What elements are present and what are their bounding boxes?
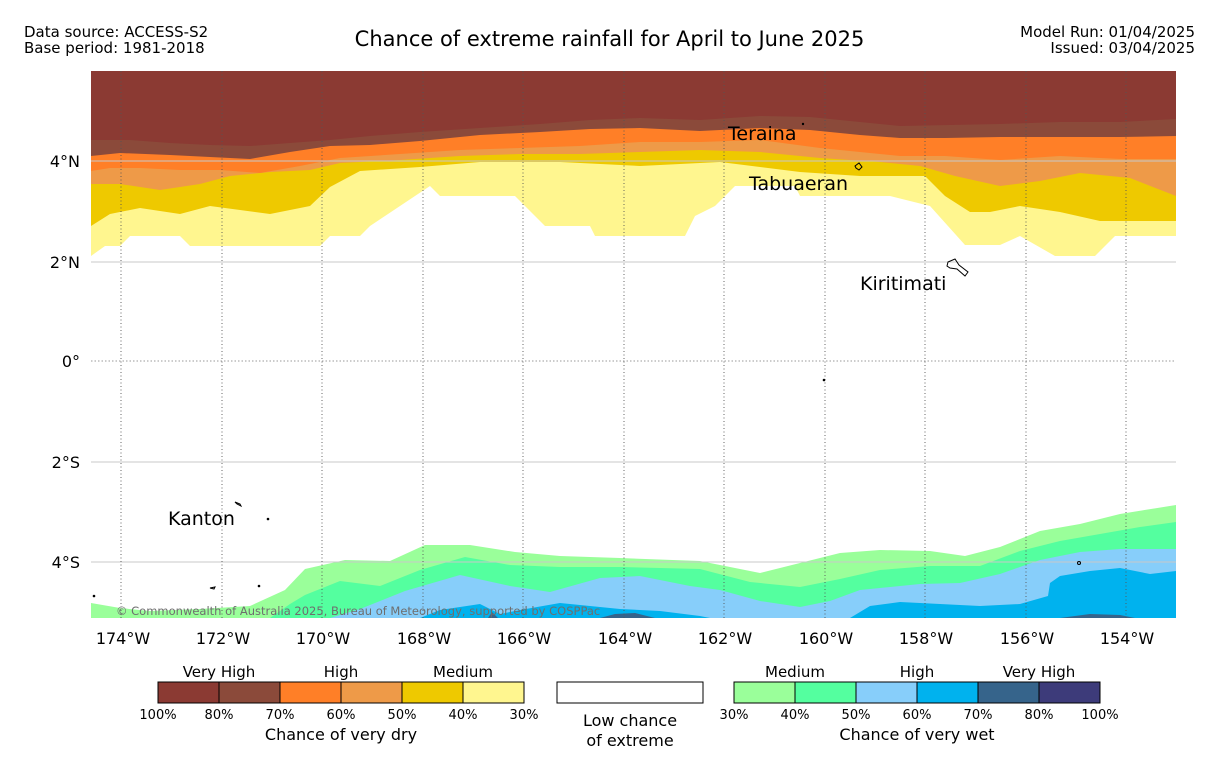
legend-dry: Very High High Medium 100% 80% 70% 60% 50% 40…: [139, 663, 538, 744]
lon-label-166w: 166°W: [497, 629, 552, 648]
lat-axis-labels: 4°N 2°N 0° 2°S 4°S: [50, 152, 80, 572]
island-tabuaeran: [854, 162, 863, 171]
data-source-text: Data source: ACCESS-S2: [24, 23, 209, 41]
wet-band-60: [91, 568, 1176, 618]
lat-label-2n: 2°N: [50, 253, 80, 272]
legend-dry-tick-label: 80%: [205, 708, 234, 723]
lon-label-162w: 162°W: [698, 629, 753, 648]
lon-label-156w: 156°W: [1000, 629, 1055, 648]
legend-dry-swatch: [279, 681, 342, 704]
legend-wet-tick-label: 80%: [1025, 708, 1054, 723]
legend-dry-group-high: High: [324, 663, 358, 681]
lat-label-2s: 2°S: [52, 453, 80, 472]
legend-dry-group-very-high: Very High: [183, 663, 256, 681]
lon-label-174w: 174°W: [96, 629, 151, 648]
lat-label-0: 0°: [62, 352, 80, 371]
map-area: [91, 71, 1176, 618]
wet-band-50: [91, 549, 1176, 618]
legend-wet-swatch: [855, 681, 918, 704]
legend-wet-swatch: [916, 681, 979, 704]
lon-label-168w: 168°W: [397, 629, 452, 648]
legend-wet-tick-label: 60%: [903, 708, 932, 723]
header-left: Data source: ACCESS-S2 Base period: 1981…: [24, 24, 208, 56]
legend-wet-swatch: [1038, 681, 1101, 704]
legend-dry-tick-label: 30%: [510, 708, 539, 723]
issued-text: Issued: 03/04/2025: [1050, 39, 1195, 57]
lon-label-160w: 160°W: [799, 629, 854, 648]
place-label-tabuaeran: Tabuaeran: [748, 173, 848, 195]
legend-dry-swatch: [218, 681, 281, 704]
legend-wet-group-high: High: [900, 663, 934, 681]
legend-wet-tick-label: 40%: [781, 708, 810, 723]
header-right: Model Run: 01/04/2025 Issued: 03/04/2025: [1020, 24, 1195, 56]
dry-band-80: [91, 71, 1176, 146]
lon-label-172w: 172°W: [196, 629, 251, 648]
legend-dry-swatch: [462, 681, 525, 704]
island-islet-2: [209, 586, 216, 590]
legend-low-line1: Low chance: [583, 711, 677, 730]
lon-label-164w: 164°W: [598, 629, 653, 648]
islands: [92, 122, 1081, 598]
legend-low-chance: Low chance of extreme: [556, 681, 704, 750]
legend-dry-swatch: [157, 681, 220, 704]
place-label-teraina: Teraina: [727, 123, 797, 145]
legend-wet-tick-label: 70%: [964, 708, 993, 723]
legend-dry-tick-label: 50%: [388, 708, 417, 723]
island-islet-3: [257, 584, 261, 588]
lat-label-4n: 4°N: [50, 152, 80, 171]
island-teraina: [801, 122, 805, 126]
legend-dry-tick-label: 100%: [139, 708, 176, 723]
legend-low-line2: of extreme: [586, 731, 673, 750]
lon-label-170w: 170°W: [296, 629, 351, 648]
island-islet-5: [822, 378, 826, 382]
island-islet-1: [266, 517, 270, 521]
legend-wet-caption: Chance of very wet: [839, 725, 994, 744]
legend-dry-swatch: [401, 681, 464, 704]
legend-dry-caption: Chance of very dry: [265, 725, 417, 744]
island-kiritimati: [946, 258, 969, 277]
legend-wet-swatch: [794, 681, 857, 704]
place-label-kiritimati: Kiritimati: [860, 273, 946, 295]
map-title: Chance of extreme rainfall for April to …: [354, 27, 865, 51]
island-islet-4: [92, 594, 96, 598]
lat-gridlines: [91, 160, 1176, 563]
legend-dry-tick-label: 60%: [327, 708, 356, 723]
legend-dry-group-medium: Medium: [433, 663, 493, 681]
lon-axis-labels: 174°W 172°W 170°W 168°W 166°W 164°W 162°…: [96, 629, 1155, 648]
place-label-kanton: Kanton: [168, 508, 235, 530]
island-islet-6: [1077, 561, 1081, 565]
legend-low-swatch: [556, 681, 704, 704]
island-kanton: [234, 501, 243, 508]
legend-dry-tick-label: 40%: [449, 708, 478, 723]
legend-wet-tick-label: 50%: [842, 708, 871, 723]
legend-wet-swatch: [977, 681, 1040, 704]
lon-label-154w: 154°W: [1100, 629, 1155, 648]
legend-dry-tick-label: 70%: [266, 708, 295, 723]
legend-wet-swatch: [733, 681, 796, 704]
lat-label-4s: 4°S: [52, 553, 80, 572]
legend-wet-tick-label: 30%: [720, 708, 749, 723]
legend-wet-group-medium: Medium: [765, 663, 825, 681]
lon-label-158w: 158°W: [899, 629, 954, 648]
legend-wet-group-very-high: Very High: [1003, 663, 1076, 681]
base-period-text: Base period: 1981-2018: [24, 39, 205, 57]
model-run-text: Model Run: 01/04/2025: [1020, 23, 1195, 41]
legend-wet-tick-label: 100%: [1081, 708, 1118, 723]
copyright-notice: © Commonwealth of Australia 2025, Bureau…: [116, 604, 600, 618]
lon-gridlines: [120, 71, 1127, 618]
legend-wet: Medium High Very High 30% 40% 50% 60% 70% 80%…: [720, 663, 1119, 744]
wet-band-70: [488, 612, 1135, 618]
legend-dry-swatch: [340, 681, 403, 704]
